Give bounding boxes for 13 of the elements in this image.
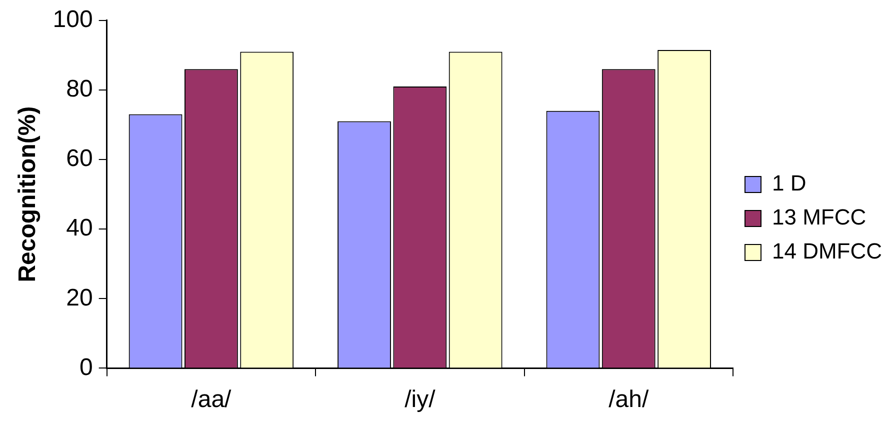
y-tick-label: 60 (66, 145, 93, 172)
legend-label: 14 DMFCC (772, 238, 882, 264)
y-tick-label: 0 (79, 354, 93, 381)
y-axis-title: Recognition(%) (14, 106, 42, 282)
legend-label: 13 MFCC (772, 204, 866, 230)
x-tick-label: /iy/ (404, 386, 436, 414)
y-tick-label: 80 (66, 76, 93, 103)
y-tick-label: 20 (66, 284, 93, 312)
legend-label: 1 D (772, 170, 806, 196)
y-tick-label: 100 (52, 6, 93, 34)
y-tick-label: 40 (66, 214, 93, 242)
x-tick-label: /ah/ (608, 386, 649, 414)
x-tick-label: /aa/ (191, 386, 232, 414)
